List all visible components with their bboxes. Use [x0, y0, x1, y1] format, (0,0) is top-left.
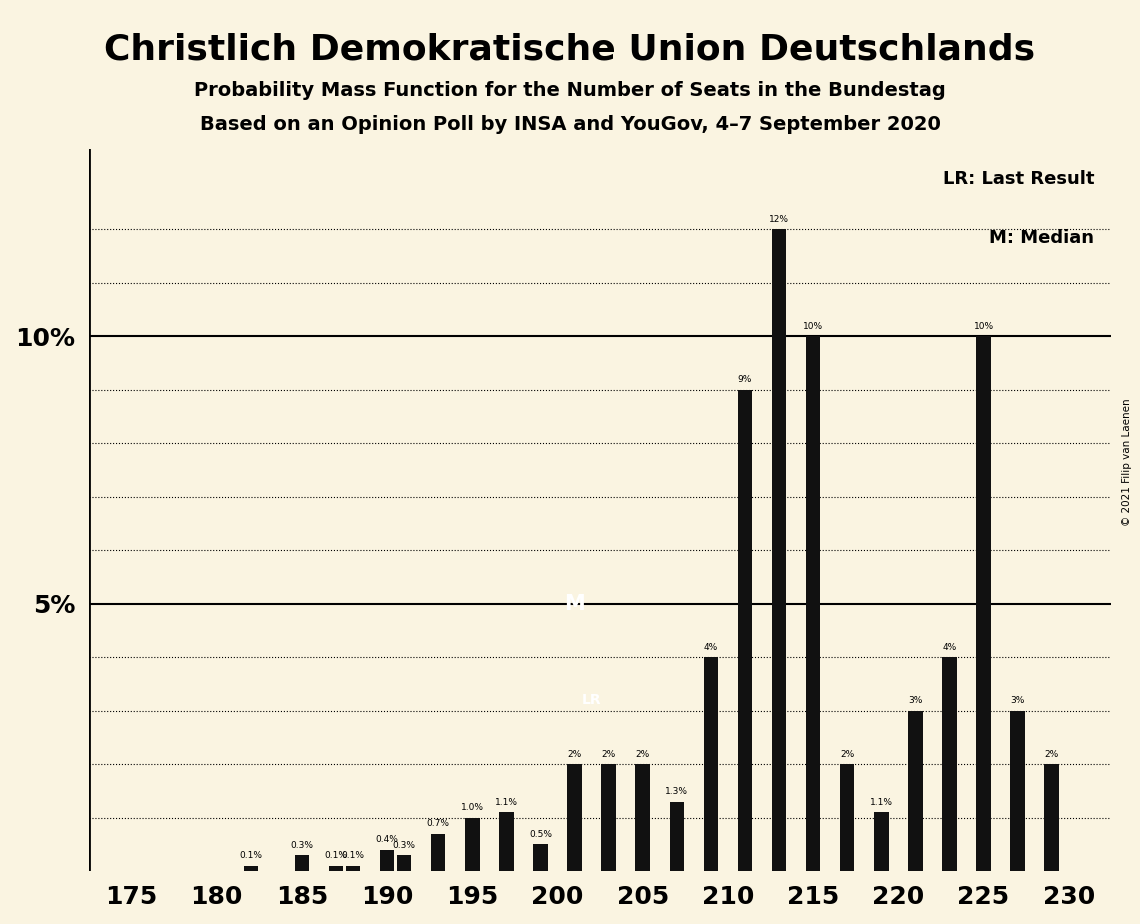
- Bar: [703, 657, 718, 871]
- Text: 2%: 2%: [840, 749, 854, 759]
- Bar: [1010, 711, 1025, 871]
- Text: Based on an Opinion Poll by INSA and YouGov, 4–7 September 2020: Based on an Opinion Poll by INSA and You…: [200, 116, 940, 135]
- Text: 0.1%: 0.1%: [325, 851, 348, 860]
- Text: 10%: 10%: [803, 322, 823, 331]
- Bar: [602, 764, 616, 871]
- Text: 2%: 2%: [568, 749, 581, 759]
- Text: Probability Mass Function for the Number of Seats in the Bundestag: Probability Mass Function for the Number…: [194, 81, 946, 101]
- Bar: [345, 866, 360, 871]
- Text: 2%: 2%: [636, 749, 650, 759]
- Bar: [499, 812, 514, 871]
- Text: 0.3%: 0.3%: [392, 841, 416, 850]
- Bar: [738, 390, 752, 871]
- Text: 0.7%: 0.7%: [426, 820, 449, 828]
- Text: 10%: 10%: [974, 322, 994, 331]
- Text: M: M: [564, 593, 585, 614]
- Text: 2%: 2%: [602, 749, 616, 759]
- Bar: [942, 657, 956, 871]
- Text: 0.5%: 0.5%: [529, 830, 552, 839]
- Bar: [244, 866, 258, 871]
- Text: 1.1%: 1.1%: [495, 798, 518, 807]
- Text: 9%: 9%: [738, 375, 752, 384]
- Bar: [1044, 764, 1059, 871]
- Text: M: Median: M: Median: [990, 229, 1094, 248]
- Text: 0.3%: 0.3%: [291, 841, 314, 850]
- Text: © 2021 Filip van Laenen: © 2021 Filip van Laenen: [1122, 398, 1132, 526]
- Bar: [431, 833, 446, 871]
- Bar: [397, 855, 412, 871]
- Bar: [465, 818, 480, 871]
- Text: Christlich Demokratische Union Deutschlands: Christlich Demokratische Union Deutschla…: [105, 32, 1035, 67]
- Text: 4%: 4%: [703, 643, 718, 651]
- Text: 0.4%: 0.4%: [376, 835, 399, 845]
- Text: 2%: 2%: [1044, 749, 1059, 759]
- Text: LR: LR: [581, 693, 602, 707]
- Text: 1.0%: 1.0%: [461, 803, 483, 812]
- Text: 0.1%: 0.1%: [239, 851, 262, 860]
- Bar: [806, 336, 821, 871]
- Bar: [294, 855, 309, 871]
- Bar: [874, 812, 888, 871]
- Text: 0.1%: 0.1%: [342, 851, 365, 860]
- Bar: [380, 850, 394, 871]
- Bar: [328, 866, 343, 871]
- Bar: [976, 336, 991, 871]
- Text: 3%: 3%: [909, 697, 922, 705]
- Bar: [909, 711, 922, 871]
- Bar: [840, 764, 855, 871]
- Text: 1.1%: 1.1%: [870, 798, 893, 807]
- Text: 1.3%: 1.3%: [666, 787, 689, 796]
- Bar: [635, 764, 650, 871]
- Bar: [534, 845, 547, 871]
- Bar: [772, 229, 787, 871]
- Text: 4%: 4%: [943, 643, 956, 651]
- Text: 12%: 12%: [770, 215, 789, 224]
- Bar: [568, 764, 581, 871]
- Bar: [669, 802, 684, 871]
- Text: LR: Last Result: LR: Last Result: [943, 170, 1094, 188]
- Text: 3%: 3%: [1010, 697, 1025, 705]
